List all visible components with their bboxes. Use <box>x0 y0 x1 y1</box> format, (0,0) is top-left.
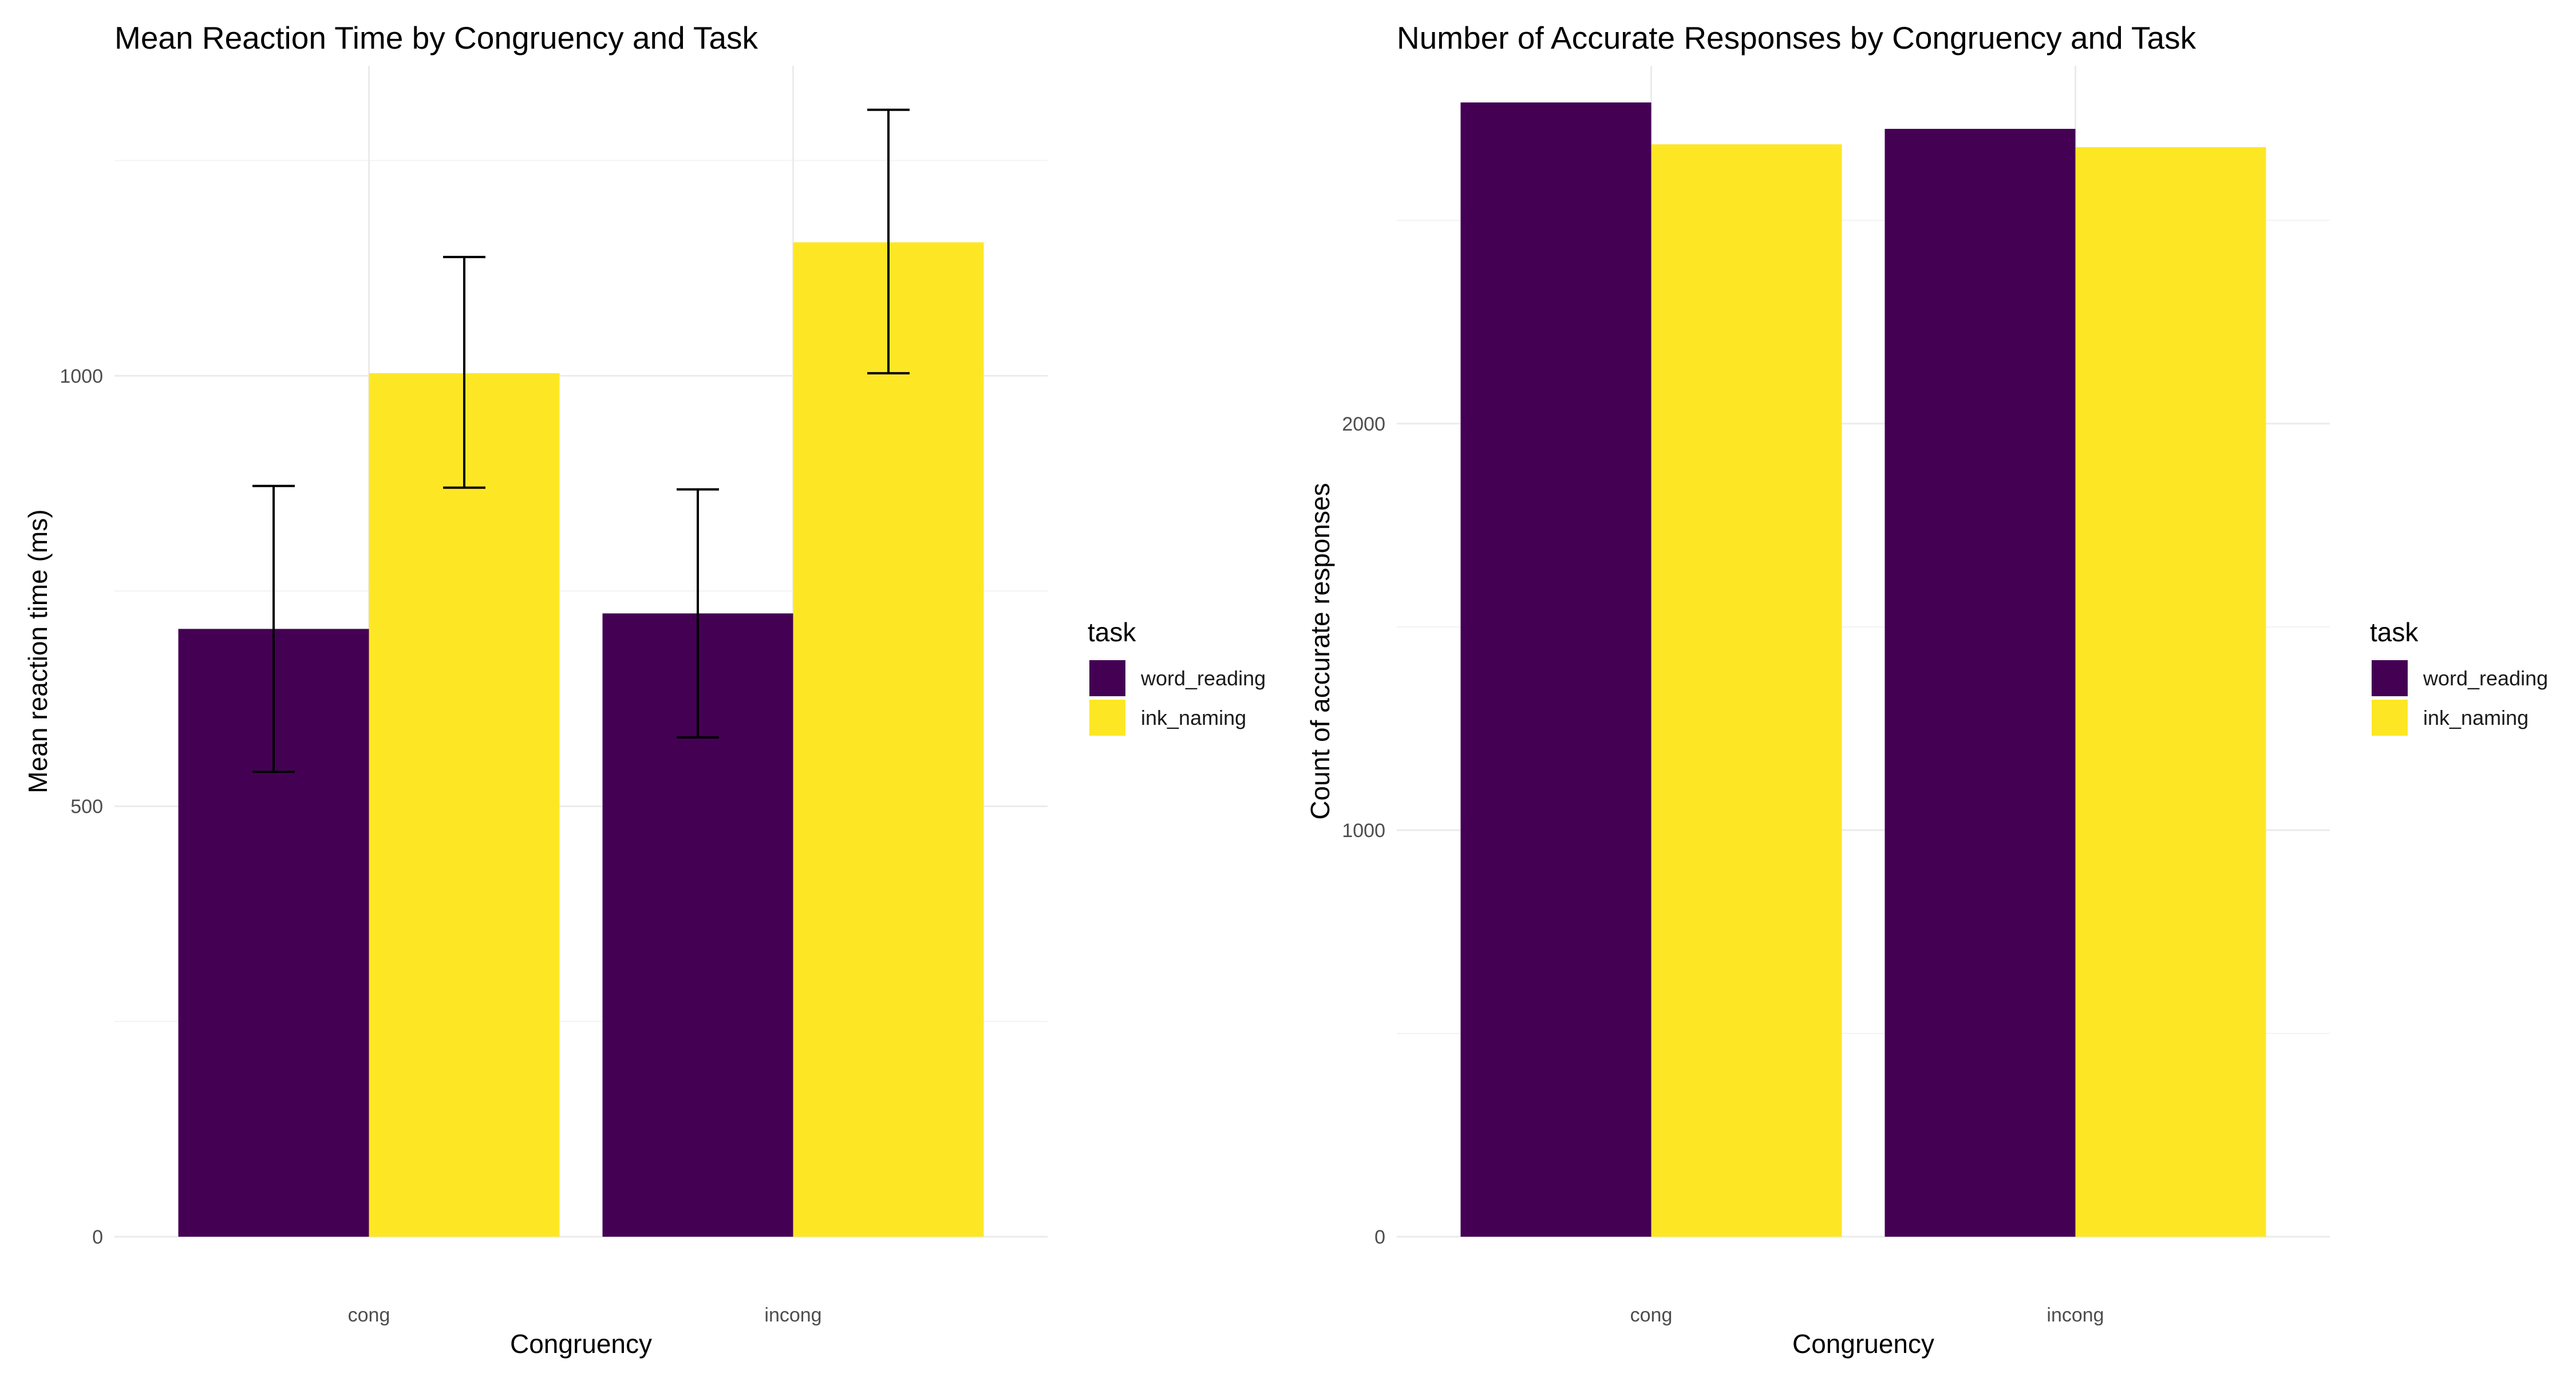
y-tick-label: 2000 <box>1342 413 1385 435</box>
legend-title: task <box>1088 617 1136 647</box>
bar-ink_naming-cong <box>1651 144 1842 1237</box>
x-tick-label: cong <box>348 1304 390 1326</box>
y-tick-label: 1000 <box>1342 820 1385 842</box>
y-axis-title: Count of accurate responses <box>1305 483 1335 819</box>
error-bar-ink_naming-incong <box>867 108 910 374</box>
legend-key-ink_naming <box>1089 700 1125 736</box>
x-axis-title: Congruency <box>510 1329 652 1359</box>
chart-title: Mean Reaction Time by Congruency and Tas… <box>114 20 758 56</box>
x-tick-label: incong <box>2046 1304 2104 1326</box>
error-bar-word_reading-cong <box>252 484 295 774</box>
y-tick-label: 0 <box>92 1226 103 1248</box>
error-bar-ink_naming-cong <box>443 255 486 489</box>
y-tick-label: 500 <box>70 796 103 818</box>
error-bar-word_reading-incong <box>676 488 719 739</box>
legend-key-word_reading <box>2372 660 2408 696</box>
x-tick-label: cong <box>1630 1304 1673 1326</box>
y-axis-title: Mean reaction time (ms) <box>23 510 53 794</box>
legend-label: word_reading <box>1140 666 1266 690</box>
x-tick-label: incong <box>764 1304 821 1326</box>
y-tick-label: 1000 <box>60 365 103 387</box>
chart-title: Number of Accurate Responses by Congruen… <box>1397 20 2196 56</box>
bar-ink_naming-incong <box>793 242 984 1237</box>
legend-label: word_reading <box>2423 666 2548 690</box>
x-axis-title: Congruency <box>1792 1329 1934 1359</box>
bar-ink_naming-incong <box>2075 147 2266 1237</box>
bar-word_reading-cong <box>1460 102 1652 1237</box>
bar-ink_naming-cong <box>369 373 560 1237</box>
reaction-time-panel: Mean Reaction Time by Congruency and Tas… <box>23 20 1266 1359</box>
accuracy-panel: Number of Accurate Responses by Congruen… <box>1305 20 2548 1359</box>
y-tick-label: 0 <box>1374 1226 1385 1248</box>
legend-label: ink_naming <box>2423 706 2528 729</box>
legend-key-ink_naming <box>2372 700 2408 736</box>
legend-label: ink_naming <box>1141 706 1246 729</box>
bar-word_reading-incong <box>1884 129 2076 1237</box>
legend-key-word_reading <box>1089 660 1125 696</box>
legend-title: task <box>2370 617 2419 647</box>
